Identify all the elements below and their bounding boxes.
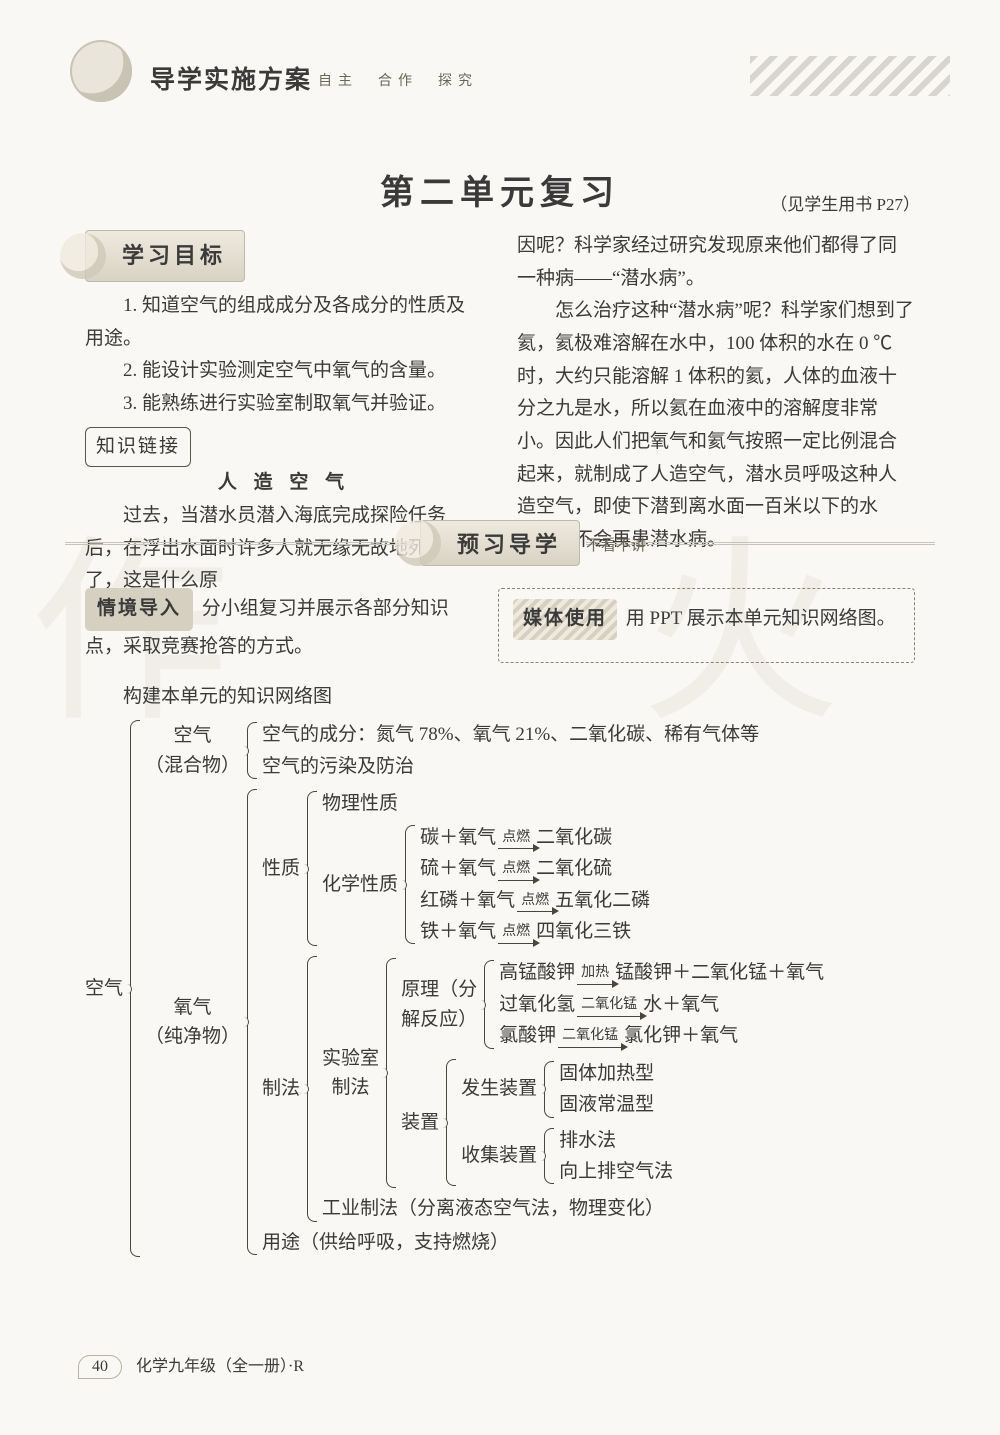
leaf-air-composition: 空气的成分：氮气 78%、氧气 21%、二氧化碳、稀有气体等 (262, 720, 759, 749)
node-property: 性质 (262, 854, 304, 883)
context-row: 情境导入 分小组复习并展示各部分知识点，采取竞赛抢答的方式。 媒体使用 用 PP… (85, 588, 915, 663)
objective-3: 3. 能熟练进行实验室制取氧气并验证。 (85, 388, 483, 421)
article-right-p1: 因呢？科学家经过研究发现原来他们都得了同一种病——“潜水病”。 (517, 230, 915, 295)
brace-icon (443, 1055, 457, 1191)
leaf-use: 用途（供给呼吸，支持燃烧） (262, 1228, 824, 1257)
mascot-icon (70, 40, 132, 102)
preview-heading: 预习导学 (420, 520, 580, 566)
top-banner: 导学实施方案 自主 合作 探究 (70, 48, 950, 108)
node-method: 制法 (262, 1074, 304, 1103)
leaf-principle-2: 过氧化氢二氧化锰水＋氧气 (499, 990, 824, 1019)
objective-1: 1. 知道空气的组成成分及各成分的性质及用途。 (85, 290, 483, 355)
book-label: 化学九年级（全一册）·R (136, 1358, 304, 1375)
footer: 40 化学九年级（全一册）·R (78, 1352, 304, 1379)
node-lab-method: 实验室 制法 (322, 1044, 383, 1103)
brace-icon (127, 716, 141, 1261)
node-air-mix: 空气 （混合物） (145, 721, 244, 780)
brace-icon (244, 718, 258, 783)
page-number: 40 (78, 1355, 122, 1379)
arrow-icon: 点燃 (517, 890, 553, 913)
banner-title: 导学实施方案 (150, 60, 312, 96)
preview-heading-row: 预习导学 不看不讲 (85, 520, 915, 564)
brace-icon (541, 1124, 555, 1189)
banner-subtitle: 自主 合作 探究 (318, 70, 478, 90)
brace-icon (481, 956, 495, 1052)
preview-section: 预习导学 不看不讲 情境导入 分小组复习并展示各部分知识点，采取竞赛抢答的方式。… (85, 520, 915, 1261)
leaf-chem-2: 硫＋氧气点燃二氧化硫 (420, 854, 650, 883)
node-device: 装置 (401, 1108, 443, 1137)
node-principle: 原理（分 解反应） (401, 975, 481, 1034)
arrow-icon: 点燃 (498, 921, 534, 944)
leaf-gen-1: 固体加热型 (559, 1059, 654, 1088)
context-left: 情境导入 分小组复习并展示各部分知识点，采取竞赛抢答的方式。 (85, 588, 472, 663)
leaf-chem-4: 铁＋氧气点燃四氧化三铁 (420, 917, 650, 946)
brace-icon (541, 1057, 555, 1122)
knowledge-tree: 空气 空气 （混合物） 空气的成分：氮气 78%、氧气 21%、二氧化碳、稀有气… (85, 716, 915, 1261)
leaf-col-1: 排水法 (559, 1126, 673, 1155)
node-oxygen-pure: 氧气 （纯净物） (145, 993, 244, 1052)
context-label: 情境导入 (85, 588, 193, 631)
objective-2: 2. 能设计实验测定空气中氧气的含量。 (85, 355, 483, 388)
node-chem-property: 化学性质 (322, 870, 402, 899)
page: 作 火 导学实施方案 自主 合作 探究 第二单元复习 （见学生用书 P27） 学… (0, 0, 1000, 1435)
node-generator: 发生装置 (461, 1074, 541, 1103)
media-label: 媒体使用 (513, 599, 617, 640)
leaf-col-2: 向上排空气法 (559, 1157, 673, 1186)
article-title: 人 造 空 气 (85, 467, 483, 500)
brace-icon (402, 821, 416, 949)
tree-title: 构建本单元的知识网络图 (85, 681, 915, 708)
leaf-air-pollution: 空气的污染及防治 (262, 752, 759, 781)
arrow-icon: 点燃 (498, 827, 534, 850)
arrow-icon: 二氧化锰 (577, 994, 641, 1017)
knowledge-link-heading: 知识链接 (85, 427, 191, 468)
brace-icon (304, 787, 318, 950)
leaf-industrial: 工业制法（分离液态空气法，物理变化） (322, 1194, 824, 1223)
leaf-chem-1: 碳＋氧气点燃二氧化碳 (420, 823, 650, 852)
preview-hint: 不看不讲 (586, 534, 646, 555)
brace-icon (304, 952, 318, 1226)
page-reference: （见学生用书 P27） (770, 190, 920, 215)
leaf-gen-2: 固液常温型 (559, 1090, 654, 1119)
arrow-icon: 二氧化锰 (558, 1025, 622, 1048)
objectives-heading: 学习目标 (85, 230, 245, 282)
banner-stripes (750, 56, 950, 96)
leaf-chem-3: 红磷＋氧气点燃五氧化二磷 (420, 886, 650, 915)
leaf-physical-property: 物理性质 (322, 789, 650, 818)
arrow-icon: 点燃 (498, 858, 534, 881)
article-right-p2: 怎么治疗这种“潜水病”呢？科学家们想到了氦，氦极难溶解在水中，100 体积的水在… (517, 295, 915, 556)
media-text: 用 PPT 展示本单元知识网络图。 (626, 608, 896, 629)
media-box: 媒体使用 用 PPT 展示本单元知识网络图。 (498, 588, 915, 663)
brace-icon (383, 954, 397, 1192)
tree-root: 空气 (85, 974, 127, 1003)
leaf-principle-1: 高锰酸钾加热锰酸钾＋二氧化锰＋氧气 (499, 958, 824, 987)
leaf-principle-3: 氯酸钾二氧化锰氯化钾＋氧气 (499, 1021, 824, 1050)
node-collector: 收集装置 (461, 1141, 541, 1170)
arrow-icon: 加热 (577, 962, 613, 985)
brace-icon (244, 785, 258, 1259)
